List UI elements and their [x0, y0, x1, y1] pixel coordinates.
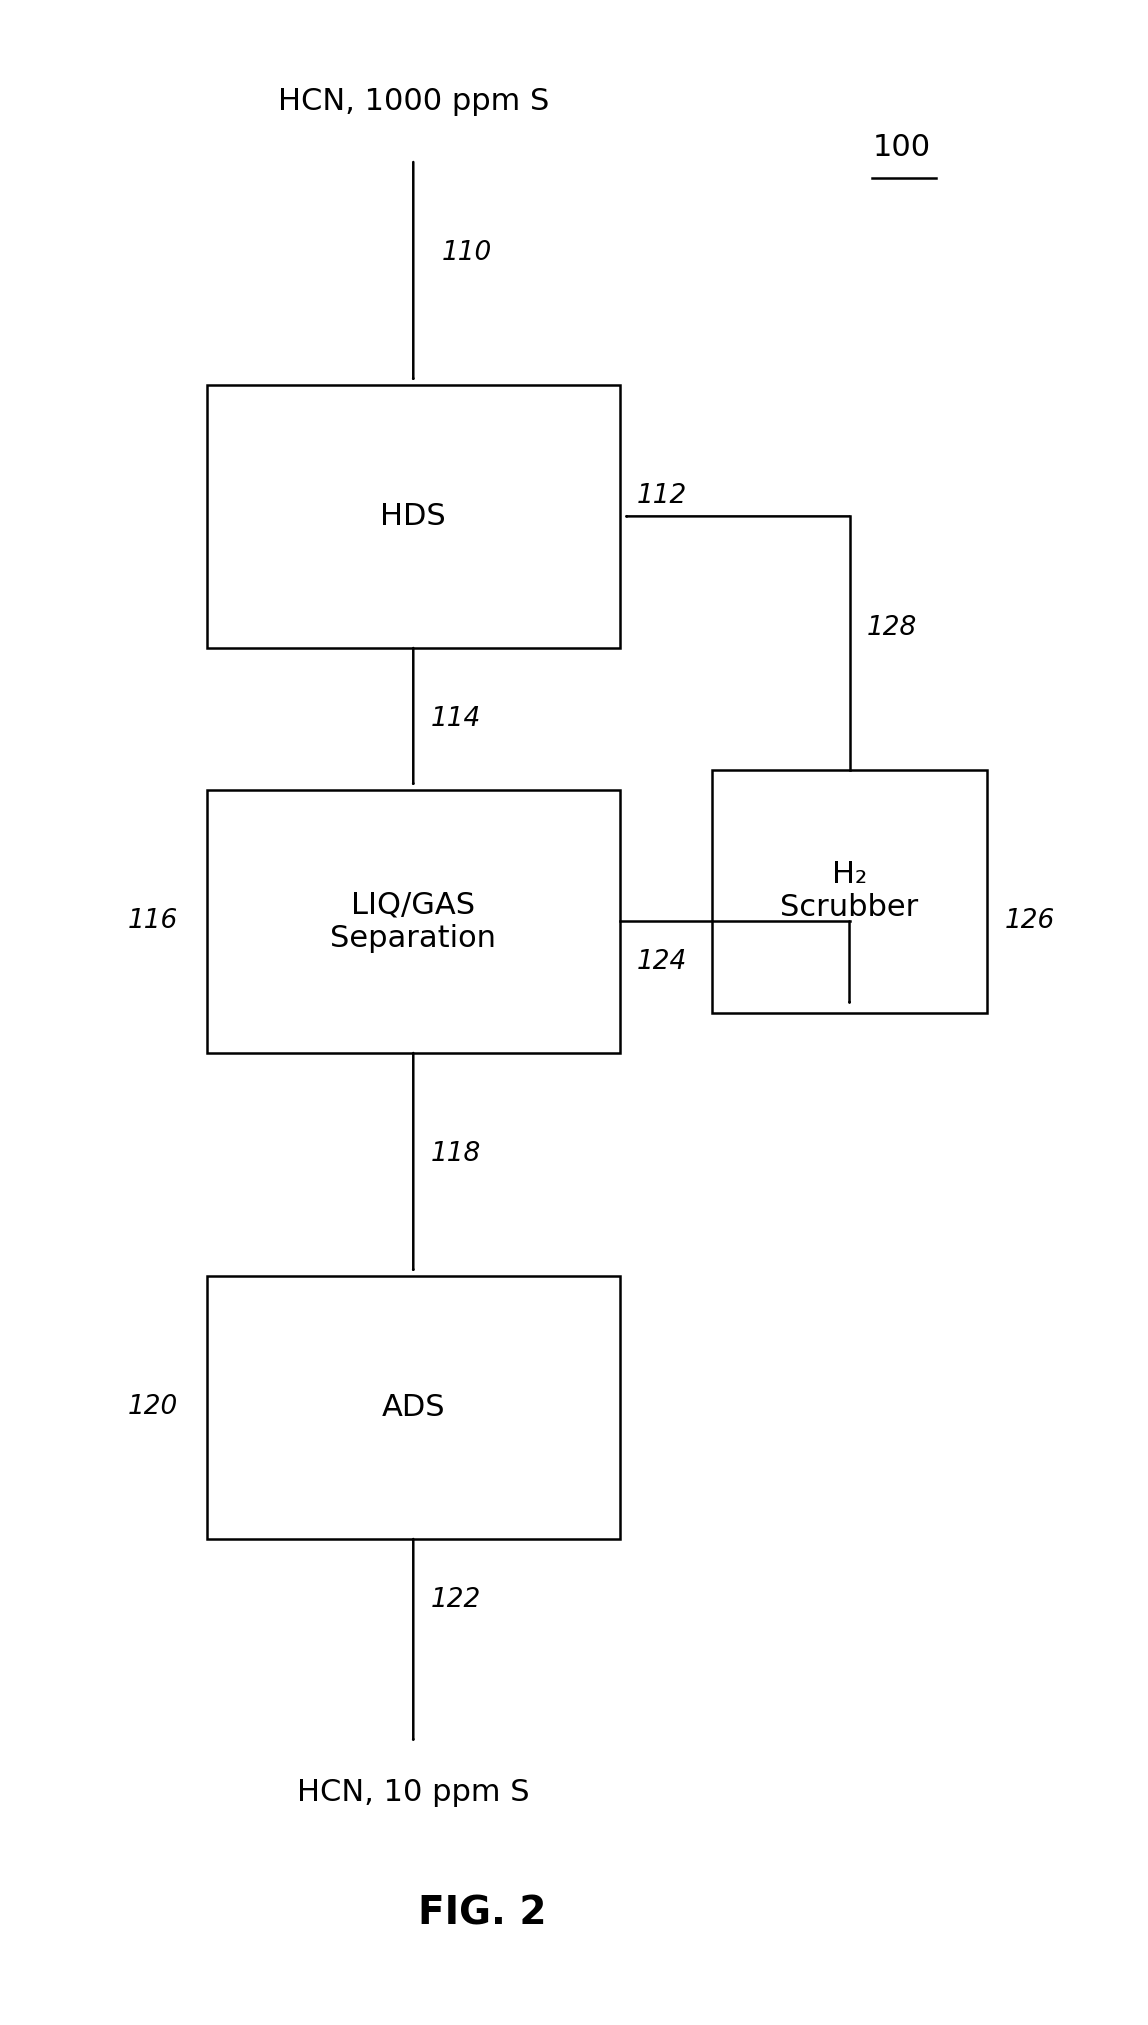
Text: 126: 126: [1004, 909, 1055, 934]
Text: ADS: ADS: [381, 1393, 445, 1422]
Text: 122: 122: [430, 1588, 481, 1612]
Bar: [207, 1276, 620, 1539]
Text: 128: 128: [867, 616, 917, 640]
Text: 120: 120: [127, 1395, 178, 1420]
Text: 118: 118: [430, 1142, 481, 1166]
Text: HCN, 10 ppm S: HCN, 10 ppm S: [297, 1778, 529, 1806]
Text: HCN, 1000 ppm S: HCN, 1000 ppm S: [278, 87, 549, 115]
Text: 110: 110: [442, 241, 492, 265]
Text: HDS: HDS: [380, 502, 447, 531]
Text: 114: 114: [430, 707, 481, 731]
Text: 124: 124: [637, 950, 688, 974]
Text: 112: 112: [637, 484, 688, 508]
Bar: [207, 385, 620, 648]
Text: LIQ/GAS
Separation: LIQ/GAS Separation: [331, 891, 496, 952]
Bar: [207, 790, 620, 1053]
Text: 100: 100: [872, 134, 931, 162]
Text: 116: 116: [127, 909, 178, 934]
Bar: [712, 770, 987, 1012]
Text: H₂
Scrubber: H₂ Scrubber: [781, 861, 918, 921]
Text: FIG. 2: FIG. 2: [418, 1895, 546, 1932]
